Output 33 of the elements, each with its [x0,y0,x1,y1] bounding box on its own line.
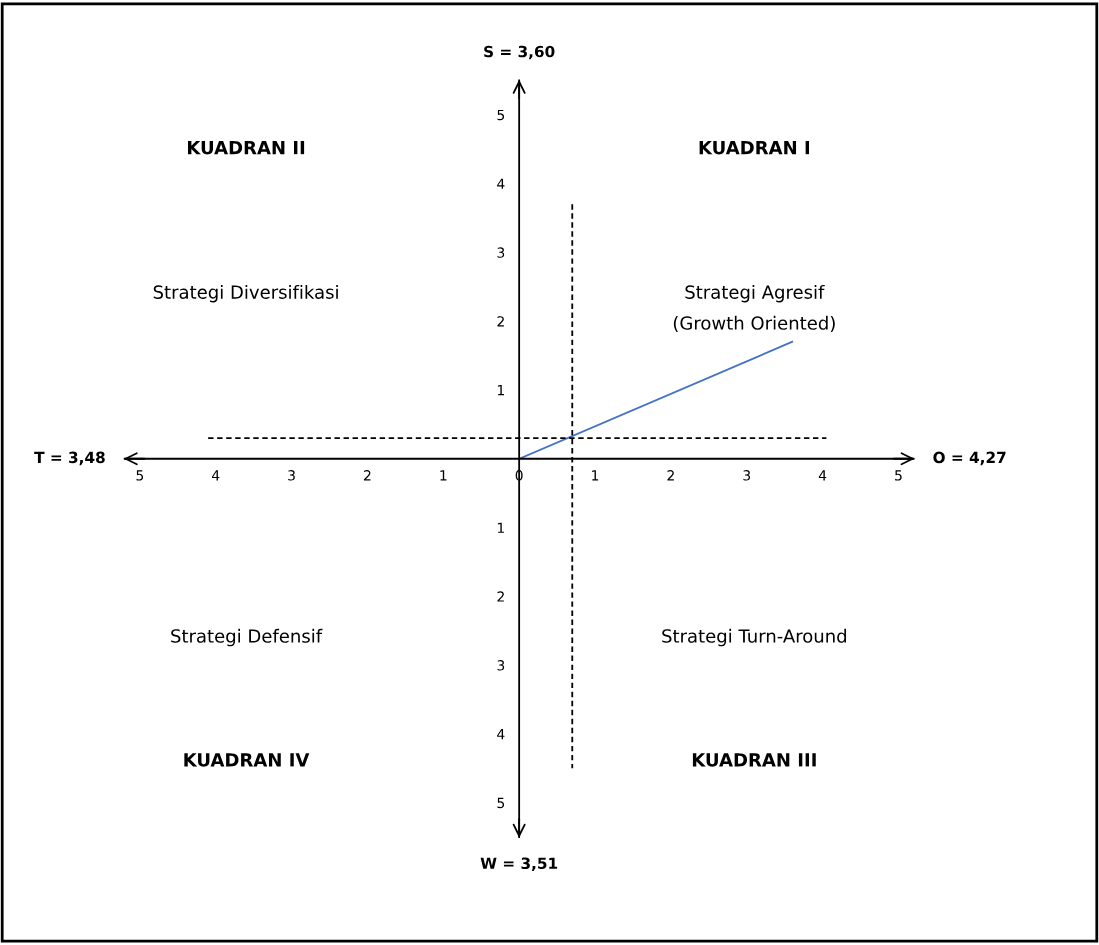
y-tick-label: 1 [497,385,504,396]
x-tick-label: 5 [895,470,902,481]
y-tick-label: 4 [497,729,505,740]
annotation: W = 3,51 [480,857,558,871]
y-tick-label: 5 [497,109,505,121]
x-tick-label: 1 [440,470,447,481]
x-tick-label: 4 [818,470,827,481]
annotation: (Growth Oriented) [673,315,835,332]
x-tick-label: 2 [667,470,674,481]
annotation: KUADRAN II [187,141,305,155]
annotation: Strategi Defensif [171,628,323,647]
annotation: KUADRAN III [692,753,816,767]
annotation: KUADRAN IV [184,753,310,767]
y-tick-label: 3 [497,247,505,258]
y-tick-label: 3 [497,660,505,671]
annotation: S = 3,60 [484,45,555,60]
y-tick-label: 5 [497,797,505,809]
annotation: Strategi Diversifikasi [153,284,338,303]
y-tick-label: 4 [497,178,505,189]
y-tick-label: 2 [497,591,504,602]
annotation: O = 4,27 [933,451,1006,466]
x-tick-label: 3 [288,470,295,481]
annotation: Strategi Turn-Around [662,628,846,647]
y-tick-label: 2 [497,316,504,327]
x-tick-label: 1 [592,470,599,481]
annotation: KUADRAN I [699,141,810,155]
x-tick-label: 2 [364,470,371,481]
x-tick-label: 3 [743,470,751,481]
annotation: T = 3,48 [34,451,105,466]
x-tick-label: 5 [136,470,144,481]
y-tick-label: 1 [497,522,504,533]
annotation: Strategi Agresif [685,284,825,303]
x-tick-label: 4 [211,470,220,481]
